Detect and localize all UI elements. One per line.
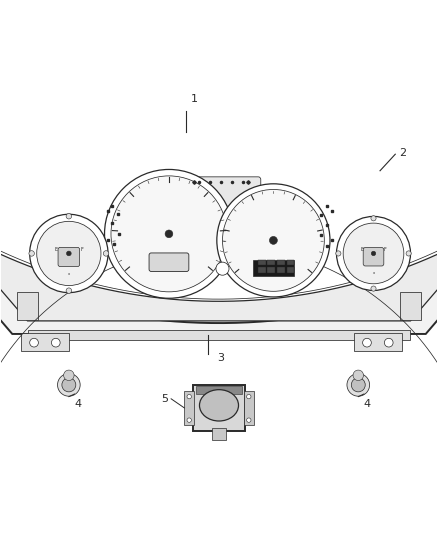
FancyBboxPatch shape: [286, 260, 294, 265]
Circle shape: [111, 176, 227, 292]
Circle shape: [336, 216, 410, 290]
Text: o: o: [68, 272, 70, 276]
Text: F: F: [80, 247, 83, 252]
Circle shape: [103, 251, 109, 256]
Circle shape: [217, 184, 330, 297]
FancyBboxPatch shape: [58, 247, 80, 266]
Text: E: E: [360, 247, 363, 252]
Text: o: o: [372, 271, 374, 274]
Circle shape: [353, 370, 364, 381]
FancyBboxPatch shape: [363, 247, 384, 266]
Circle shape: [30, 338, 39, 347]
FancyBboxPatch shape: [212, 429, 226, 440]
FancyBboxPatch shape: [17, 292, 38, 320]
FancyBboxPatch shape: [28, 330, 410, 340]
FancyBboxPatch shape: [277, 260, 285, 265]
FancyBboxPatch shape: [21, 333, 69, 351]
Circle shape: [62, 378, 76, 392]
Text: 4: 4: [74, 399, 81, 409]
Circle shape: [371, 251, 376, 256]
Circle shape: [347, 374, 370, 396]
Text: F: F: [384, 247, 387, 252]
Circle shape: [51, 338, 60, 347]
Text: 1: 1: [191, 94, 198, 104]
Circle shape: [247, 418, 251, 422]
Circle shape: [371, 286, 376, 291]
Text: 5: 5: [162, 394, 169, 404]
Circle shape: [406, 251, 411, 256]
Circle shape: [216, 262, 229, 275]
Circle shape: [30, 214, 108, 293]
FancyBboxPatch shape: [267, 260, 275, 265]
Text: 4: 4: [364, 399, 371, 409]
FancyBboxPatch shape: [258, 268, 265, 273]
Text: E: E: [55, 247, 58, 252]
FancyBboxPatch shape: [196, 386, 242, 394]
FancyBboxPatch shape: [182, 177, 261, 225]
Circle shape: [165, 230, 173, 238]
FancyBboxPatch shape: [244, 391, 254, 425]
Circle shape: [247, 394, 251, 399]
Circle shape: [37, 221, 101, 286]
Circle shape: [351, 378, 365, 392]
FancyBboxPatch shape: [354, 333, 402, 351]
FancyBboxPatch shape: [267, 268, 275, 273]
Circle shape: [371, 216, 376, 221]
FancyBboxPatch shape: [149, 253, 189, 271]
Polygon shape: [0, 0, 438, 321]
FancyBboxPatch shape: [253, 260, 293, 276]
FancyBboxPatch shape: [277, 268, 285, 273]
FancyBboxPatch shape: [193, 385, 245, 431]
Circle shape: [67, 251, 71, 256]
FancyBboxPatch shape: [184, 391, 194, 425]
Ellipse shape: [199, 390, 239, 421]
Circle shape: [64, 370, 74, 381]
Circle shape: [336, 251, 341, 256]
Circle shape: [223, 189, 324, 292]
Circle shape: [269, 237, 277, 244]
Circle shape: [385, 338, 393, 347]
FancyBboxPatch shape: [258, 260, 265, 265]
Circle shape: [363, 338, 371, 347]
Text: 3: 3: [217, 353, 224, 363]
Circle shape: [187, 394, 191, 399]
Circle shape: [57, 374, 80, 396]
Circle shape: [343, 223, 404, 284]
Polygon shape: [0, 0, 438, 334]
Circle shape: [187, 418, 191, 422]
FancyBboxPatch shape: [286, 268, 294, 273]
Circle shape: [105, 169, 233, 298]
Text: 2: 2: [399, 148, 407, 158]
Circle shape: [29, 251, 34, 256]
Circle shape: [66, 288, 71, 293]
FancyBboxPatch shape: [400, 292, 421, 320]
Circle shape: [66, 214, 71, 219]
